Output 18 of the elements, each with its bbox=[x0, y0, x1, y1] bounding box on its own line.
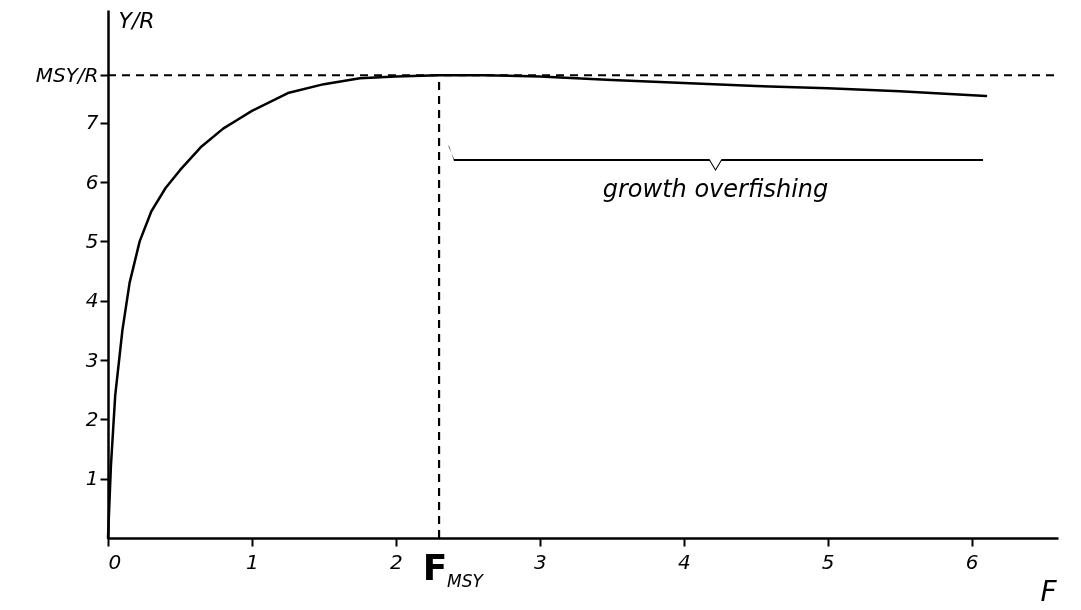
x-tick-label: 1 bbox=[246, 549, 259, 574]
y-tick-label: 2 bbox=[85, 406, 99, 431]
y-tick-label: 3 bbox=[85, 347, 99, 372]
y-tick-label: 5 bbox=[85, 228, 99, 253]
y-tick-label: 4 bbox=[85, 288, 99, 313]
x-tick-label: 2 bbox=[390, 549, 403, 574]
x-tick-label: 3 bbox=[533, 549, 547, 574]
annotation: growth overfishing bbox=[602, 175, 829, 203]
y-tick-label: 1 bbox=[85, 466, 99, 491]
x-tick-label: 0 bbox=[108, 549, 122, 574]
y-tick-label: MSY/R bbox=[35, 62, 99, 87]
x-axis-title: F bbox=[1040, 574, 1058, 608]
x-tick-label: 5 bbox=[821, 549, 835, 574]
x-tick-label: 4 bbox=[677, 549, 691, 574]
x-tick-label: 6 bbox=[965, 549, 979, 574]
y-tick-label: 7 bbox=[85, 110, 99, 135]
y-tick-label: 6 bbox=[85, 169, 99, 194]
y-axis-title: Y/R bbox=[118, 7, 155, 33]
